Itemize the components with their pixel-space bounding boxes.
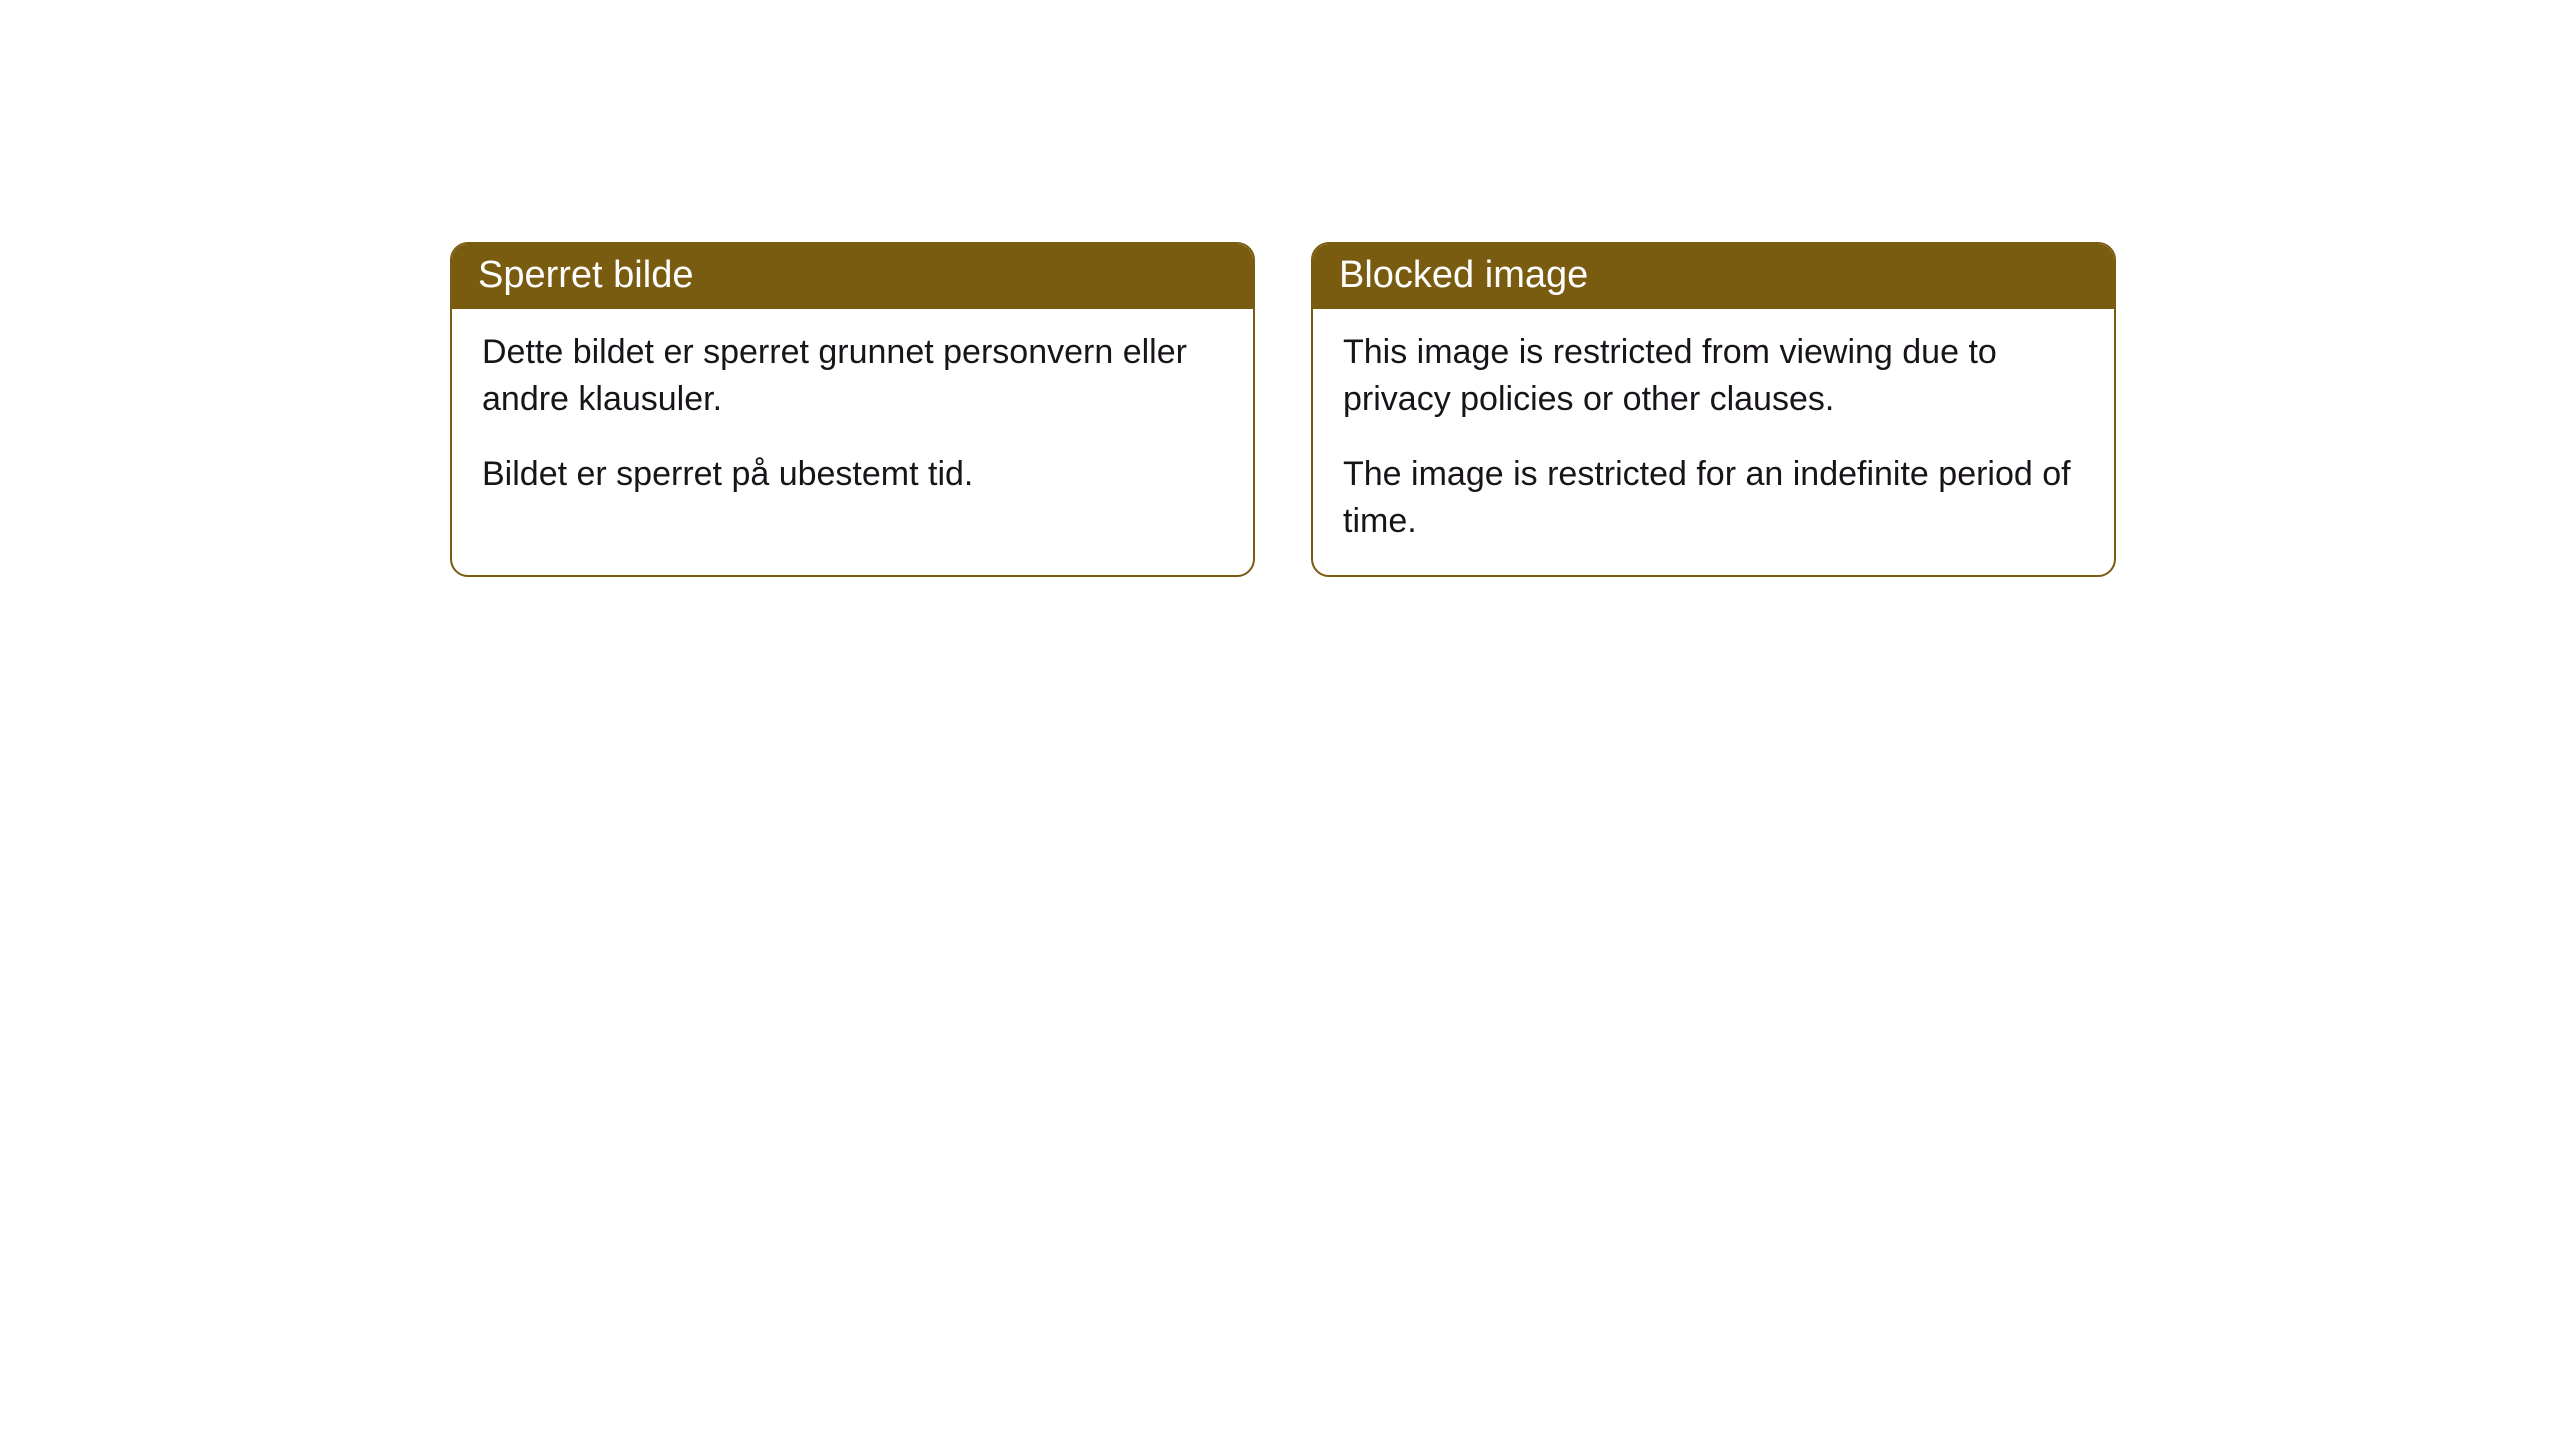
card-header-norwegian: Sperret bilde	[452, 244, 1253, 309]
cards-container: Sperret bilde Dette bildet er sperret gr…	[450, 242, 2116, 577]
card-paragraph: Bildet er sperret på ubestemt tid.	[482, 451, 1223, 498]
card-english: Blocked image This image is restricted f…	[1311, 242, 2116, 577]
card-norwegian: Sperret bilde Dette bildet er sperret gr…	[450, 242, 1255, 577]
card-paragraph: The image is restricted for an indefinit…	[1343, 451, 2084, 545]
card-body-norwegian: Dette bildet er sperret grunnet personve…	[452, 309, 1253, 528]
card-paragraph: Dette bildet er sperret grunnet personve…	[482, 329, 1223, 423]
card-header-english: Blocked image	[1313, 244, 2114, 309]
card-body-english: This image is restricted from viewing du…	[1313, 309, 2114, 575]
card-paragraph: This image is restricted from viewing du…	[1343, 329, 2084, 423]
